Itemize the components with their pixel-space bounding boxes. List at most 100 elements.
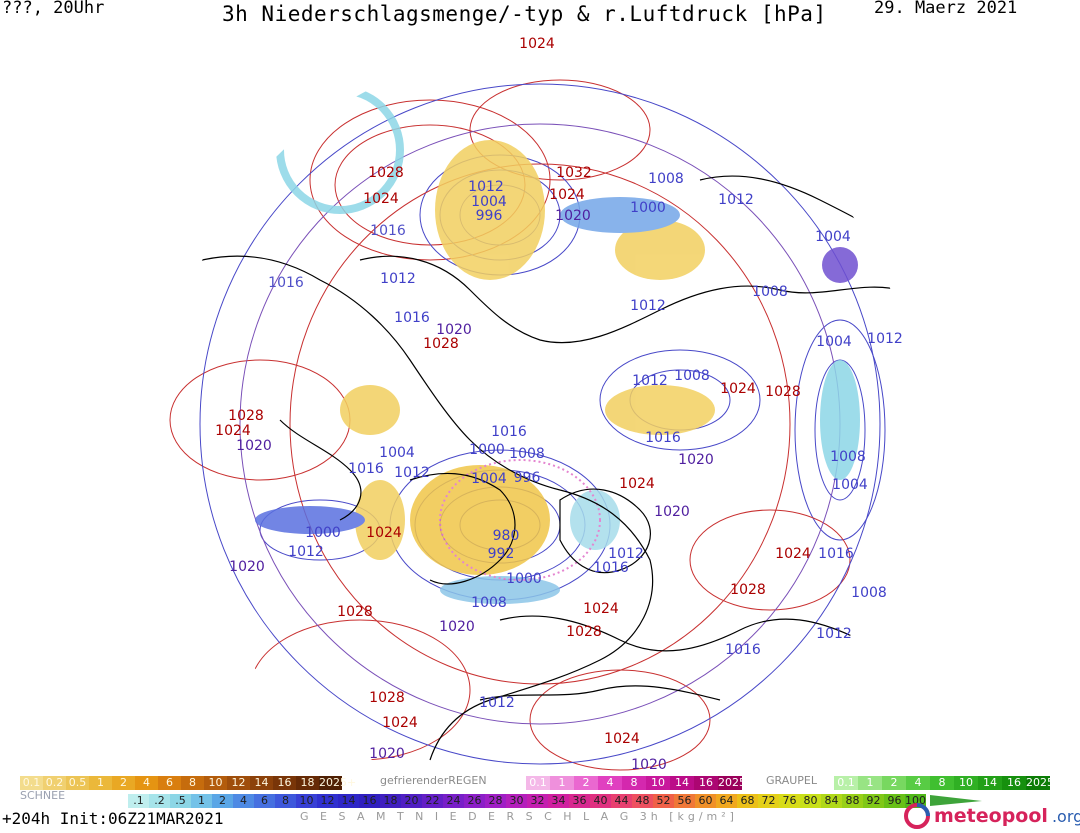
legend-cell: 30 [506,794,527,808]
isobar-label: 1016 [725,642,761,658]
legend-freezing-rain-title: gefrierenderREGEN [380,774,487,787]
isobar-label: 1020 [678,452,714,468]
isobar-label: 1020 [631,757,667,773]
legend-cell: 18 [380,794,401,808]
isobar-label: 1024 [604,731,640,747]
legend-cell: 24 [443,794,464,808]
legend-cell: 68 [737,794,758,808]
legend-cell: 2025+ [718,776,756,790]
isobar-label: 1020 [439,619,475,635]
isobar-label: 996 [514,470,541,486]
legend-cell: 28 [485,794,506,808]
legend-cell: 84 [821,794,842,808]
legend-cell: 8 [622,776,646,790]
isobar-label: 1016 [394,310,430,326]
legend-cell: 44 [611,794,632,808]
isobar-label: 1004 [471,471,507,487]
map-disc [169,79,906,771]
legend-graupel-title: GRAUPEL [766,774,818,787]
legend-snow-title: SCHNEE [20,789,66,802]
legend-cell: 64 [716,794,737,808]
legend-cell: 2 [212,794,233,808]
isobar-label: 1012 [867,331,903,347]
legend-cell: 10 [646,776,670,790]
isobar-label: 1008 [509,446,545,462]
legend-cell: 96 [884,794,905,808]
legend-cell: 8 [275,794,296,808]
legend-cell: 8 [181,776,204,790]
legend-cell: 2 [112,776,135,790]
isobar-label: 1024 [363,191,399,207]
legend-cell: 14 [250,776,273,790]
legend-cell: 34 [548,794,569,808]
isobar-label: 1012 [718,192,754,208]
legend-cell: 10 [954,776,978,790]
legend-cell: 0.1 [526,776,550,790]
isobar-label: 1020 [229,559,265,575]
isobar-label: 1012 [394,465,430,481]
isobar-label: 1000 [469,442,505,458]
legend-cell: 1 [89,776,112,790]
isobar-label: 1016 [491,424,527,440]
legend-total-title: G E S A M T N I E D E R S C H L A G 3h [… [300,810,738,823]
legend-cell: 14 [978,776,1002,790]
legend-cell: 0.1 [834,776,858,790]
isobar-label: 1024 [215,423,251,439]
page-title: 3h Niederschlagsmenge/-typ & r.Luftdruck… [222,2,827,26]
forecast-time-label: ???, 20Uhr [2,0,105,18]
isobar-labels: 1024102810241016101210049961032102410201… [215,36,903,773]
isobar-label: 1012 [380,271,416,287]
isobar-label: 1024 [382,715,418,731]
isobar-label: 1028 [730,582,766,598]
legend-cell: 0.5 [66,776,89,790]
isobar-label: 1004 [816,334,852,350]
isobar-label: 1024 [519,36,555,52]
brand-logo: meteopool .org [904,803,1080,829]
legend-cell: 40 [590,794,611,808]
legend-cell: 36 [569,794,590,808]
legend-cell: 0.2 [43,776,66,790]
isobar-label: 1004 [832,477,868,493]
isobar-label: 1020 [369,746,405,762]
legend-cell: 4 [135,776,158,790]
precipitation-areas [255,86,860,604]
legend-graupel-scale: 0.1 1 2 4 8 10 14 16 2025+ [834,776,1064,790]
isobar-label: 1024 [549,187,585,203]
isobar-label: 1016 [348,461,384,477]
isobar-label: 1004 [815,229,851,245]
isobar-label: 1016 [268,275,304,291]
legend-cell: 2 [574,776,598,790]
isobar-label: 1016 [645,430,681,446]
legend-cell: .5 [170,794,191,808]
legend-cell: 10 [204,776,227,790]
legend-total-scale: .1.2.5 1 2 4 6 8 10 12 14 16 18 20 22 24 26 28 30 32 34 36 4… [128,794,926,808]
legend-cell: 1 [858,776,882,790]
legend-cell: 60 [695,794,716,808]
isobar-label: 996 [476,208,503,224]
init-time-label: +204h Init:06Z21MAR2021 [2,809,224,828]
isobar-label: 1000 [305,525,341,541]
legend-cell: .2 [149,794,170,808]
isobar-label: 1008 [648,171,684,187]
legend-freezing-rain-scale: 0.1 1 2 4 8 10 14 16 2025+ [526,776,756,790]
isobar-label: 1004 [471,194,507,210]
isobar-label: 1024 [366,525,402,541]
legend-cell: 26 [464,794,485,808]
isobar-label: 1012 [468,179,504,195]
legend-cell: 2025+ [1026,776,1064,790]
isobar-label: 1028 [765,384,801,400]
legend-cell: 72 [758,794,779,808]
legend-cell: 2 [882,776,906,790]
legend-arrow-icon [930,795,982,806]
isobar-label: 1024 [720,381,756,397]
legend-cell: 16 [694,776,718,790]
legend-cell: 56 [674,794,695,808]
brand-name: meteopool [934,805,1048,827]
legend-cell: 12 [227,776,250,790]
legend-cell: 16 [273,776,296,790]
legend-snow-scale: 0.1 0.2 0.5 1 2 4 6 8 10 12 14 16 18 2025+ [20,776,356,790]
isobar-label: 1028 [566,624,602,640]
legend-cell: 1 [550,776,574,790]
legend-cell: 48 [632,794,653,808]
